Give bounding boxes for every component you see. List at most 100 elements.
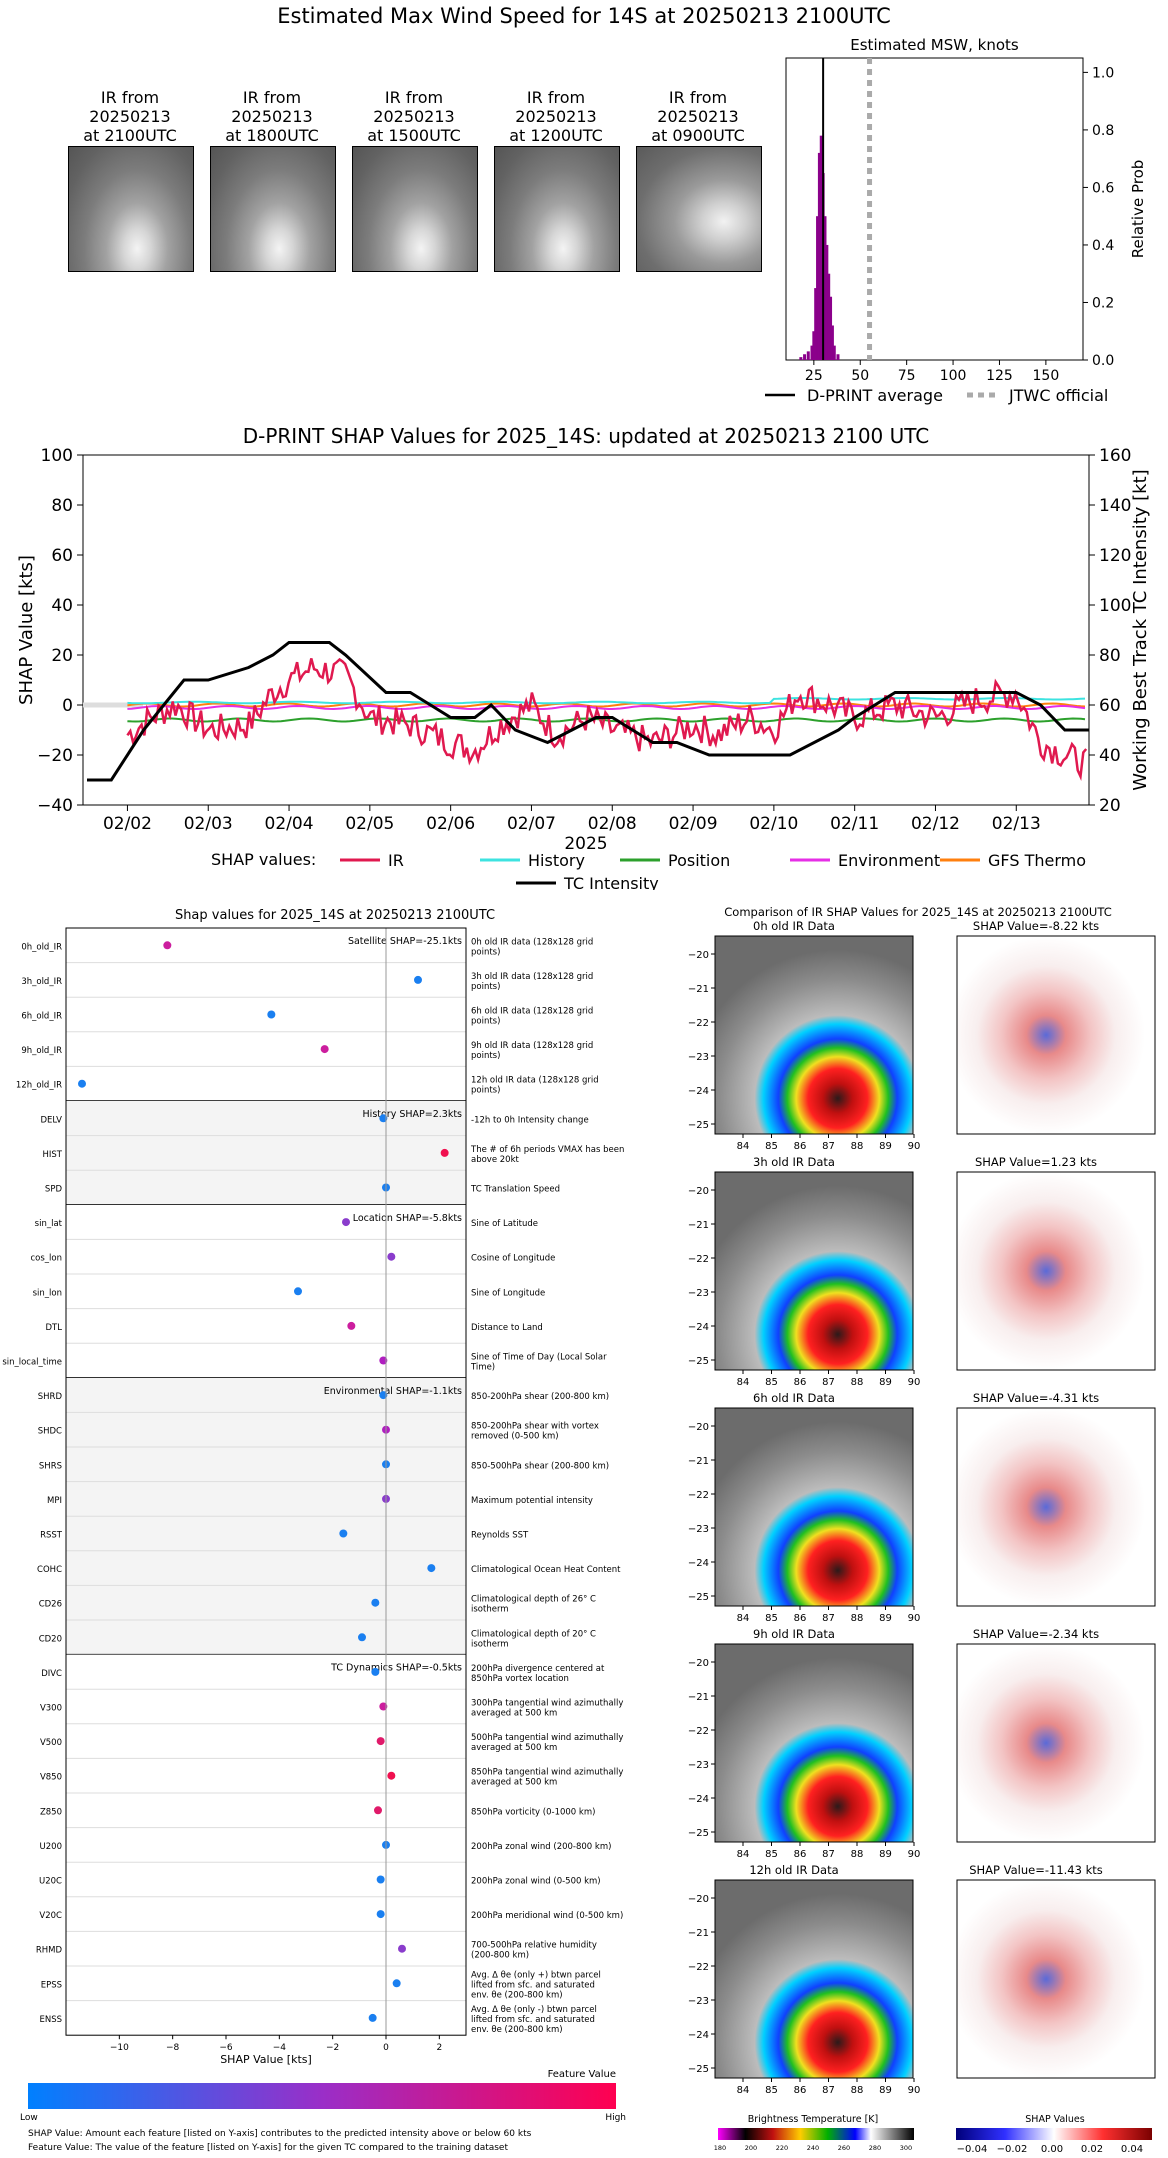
x-tick-label: 02/11	[830, 814, 879, 834]
ir-satellite-image	[68, 146, 194, 272]
x-tick-label: 87	[822, 1141, 835, 1152]
ir-heatmap	[714, 1407, 914, 1607]
feature-point	[414, 975, 422, 984]
x-tick-label: 25	[805, 368, 823, 384]
y-tick-label: −21	[688, 1692, 709, 1703]
ir-heatmap	[714, 1643, 914, 1843]
feature-point	[320, 1045, 329, 1054]
shap-panel-title: SHAP Value=-2.34 kts	[973, 1627, 1099, 1641]
y-axis-label: Relative Prob	[1129, 160, 1147, 259]
y-tick-label: −20	[688, 1186, 709, 1197]
y-tick-label: 60	[51, 546, 73, 566]
feature-name: RHMD	[36, 1946, 63, 1956]
feature-description: 3h old IR data (128x128 grid	[471, 972, 593, 982]
feature-description: 700-500hPa relative humidity	[471, 1941, 597, 1951]
feature-point	[387, 1252, 396, 1261]
feature-description: 12h old IR data (128x128 grid	[471, 1076, 599, 1086]
y2-tick-label: 140	[1099, 496, 1131, 516]
x-tick-label: 85	[765, 1377, 778, 1388]
bt-tick-label: 280	[869, 2144, 881, 2152]
feature-point	[387, 1771, 396, 1780]
x-tick-label: 86	[794, 1849, 807, 1860]
ir-panel-title: 6h old IR Data	[753, 1391, 835, 1405]
histogram-bar	[825, 244, 829, 360]
x-tick-label: 75	[898, 368, 916, 384]
y2-axis-label: Working Best Track TC Intensity [kt]	[1130, 469, 1151, 790]
shap-panel-title: SHAP Value=-11.43 kts	[969, 1863, 1103, 1877]
ir-caption-line: IR from	[668, 88, 728, 107]
x-tick-label: 02/06	[426, 814, 475, 834]
feature-point	[371, 1598, 380, 1607]
x-tick-label: 89	[879, 1141, 892, 1152]
legend-label: IR	[388, 851, 404, 870]
histogram-bar	[823, 216, 827, 360]
ir-caption-line: 20250213	[89, 107, 171, 126]
x-tick-label: 50	[851, 368, 869, 384]
x-tick-label: 90	[908, 1613, 921, 1624]
y-tick-label: −23	[688, 1760, 709, 1771]
x-axis-label: 2025	[564, 834, 607, 854]
shap-timeseries-chart: D-PRINT SHAP Values for 2025_14S: update…	[16, 424, 1151, 890]
x-tick-label: 84	[737, 1613, 750, 1624]
y-tick-label: 0.8	[1092, 123, 1114, 139]
feature-name: RSST	[40, 1531, 63, 1541]
feature-point	[294, 1287, 302, 1296]
histogram-bar	[803, 354, 807, 360]
feature-description: Avg. Δ θe (only +) btwn parcel	[471, 1970, 601, 1980]
ir-shap-comparison: Comparison of IR SHAP Values for 2025_14…	[688, 905, 1156, 2155]
shap-features-chart: Shap values for 2025_14S at 20250213 210…	[2, 908, 626, 2153]
x-tick-label: 89	[879, 2085, 892, 2096]
x-tick-label: 86	[794, 1377, 807, 1388]
y2-tick-label: 60	[1099, 696, 1121, 716]
zero-band	[83, 702, 143, 708]
feature-description: averaged at 500 km	[471, 1778, 557, 1788]
feature-name: ENSS	[39, 2015, 62, 2025]
x-tick-label: 89	[879, 1613, 892, 1624]
y-tick-label: −22	[688, 1018, 709, 1029]
shap-panel-title: SHAP Value=-4.31 kts	[973, 1391, 1099, 1405]
environment-line	[127, 704, 1086, 711]
histogram-bar	[816, 216, 820, 360]
gfs-thermo-line	[127, 702, 1086, 708]
ir-panel-title: 9h old IR Data	[753, 1627, 835, 1641]
x-tick-label: 84	[737, 1377, 750, 1388]
feature-description: 9h old IR data (128x128 grid	[471, 1041, 593, 1051]
ir-series-line	[126, 657, 1088, 781]
y-tick-label: −22	[688, 1490, 709, 1501]
feature-name: DIVC	[41, 1669, 62, 1679]
feature-description: Climatological depth of 26° C	[471, 1595, 596, 1605]
y-tick-label: −20	[688, 1658, 709, 1669]
feature-description: 200hPa zonal wind (200-800 km)	[471, 1842, 611, 1852]
ir-caption-line: at 1200UTC	[509, 126, 603, 145]
feature-description: 500hPa tangential wind azimuthally	[471, 1733, 623, 1743]
y-tick-label: −21	[688, 1220, 709, 1231]
ir-panel-title: 0h old IR Data	[753, 919, 835, 933]
ir-panel-caption: IR from 20250213 at 2100UTC	[60, 88, 200, 145]
x-tick-label: 88	[851, 1849, 864, 1860]
feature-description: Cosine of Longitude	[471, 1254, 555, 1264]
legend-label-dprint: D-PRINT average	[807, 386, 943, 405]
y-tick-label: −22	[688, 1962, 709, 1973]
feature-description: Reynolds SST	[471, 1531, 529, 1541]
y-tick-label: 0.4	[1092, 238, 1114, 254]
histogram-bar	[829, 296, 833, 360]
ir-caption-line: at 1500UTC	[367, 126, 461, 145]
y-tick-label: −20	[688, 950, 709, 961]
feature-description: removed (0-500 km)	[471, 1432, 559, 1442]
x-tick-label: 02/08	[588, 814, 637, 834]
feature-point	[376, 1875, 385, 1884]
x-tick-label: 90	[908, 1849, 921, 1860]
y-axis-label: SHAP Value [kts]	[16, 555, 37, 705]
feature-name: 0h_old_IR	[21, 942, 62, 952]
feature-point	[267, 1010, 276, 1019]
feature-description: points)	[471, 1051, 500, 1061]
shap-tick-label: 0.02	[1081, 2144, 1103, 2155]
x-tick-label: 87	[822, 1613, 835, 1624]
feature-description: env. θe (200-800 km)	[471, 1990, 563, 2000]
x-tick-label: 02/05	[345, 814, 394, 834]
feature-description: Time)	[470, 1363, 495, 1373]
y-tick-label: 0.6	[1092, 180, 1114, 196]
feature-point	[379, 1702, 388, 1711]
ir-satellite-image	[352, 146, 478, 272]
feature-description: 850-500hPa shear (200-800 km)	[471, 1461, 609, 1471]
